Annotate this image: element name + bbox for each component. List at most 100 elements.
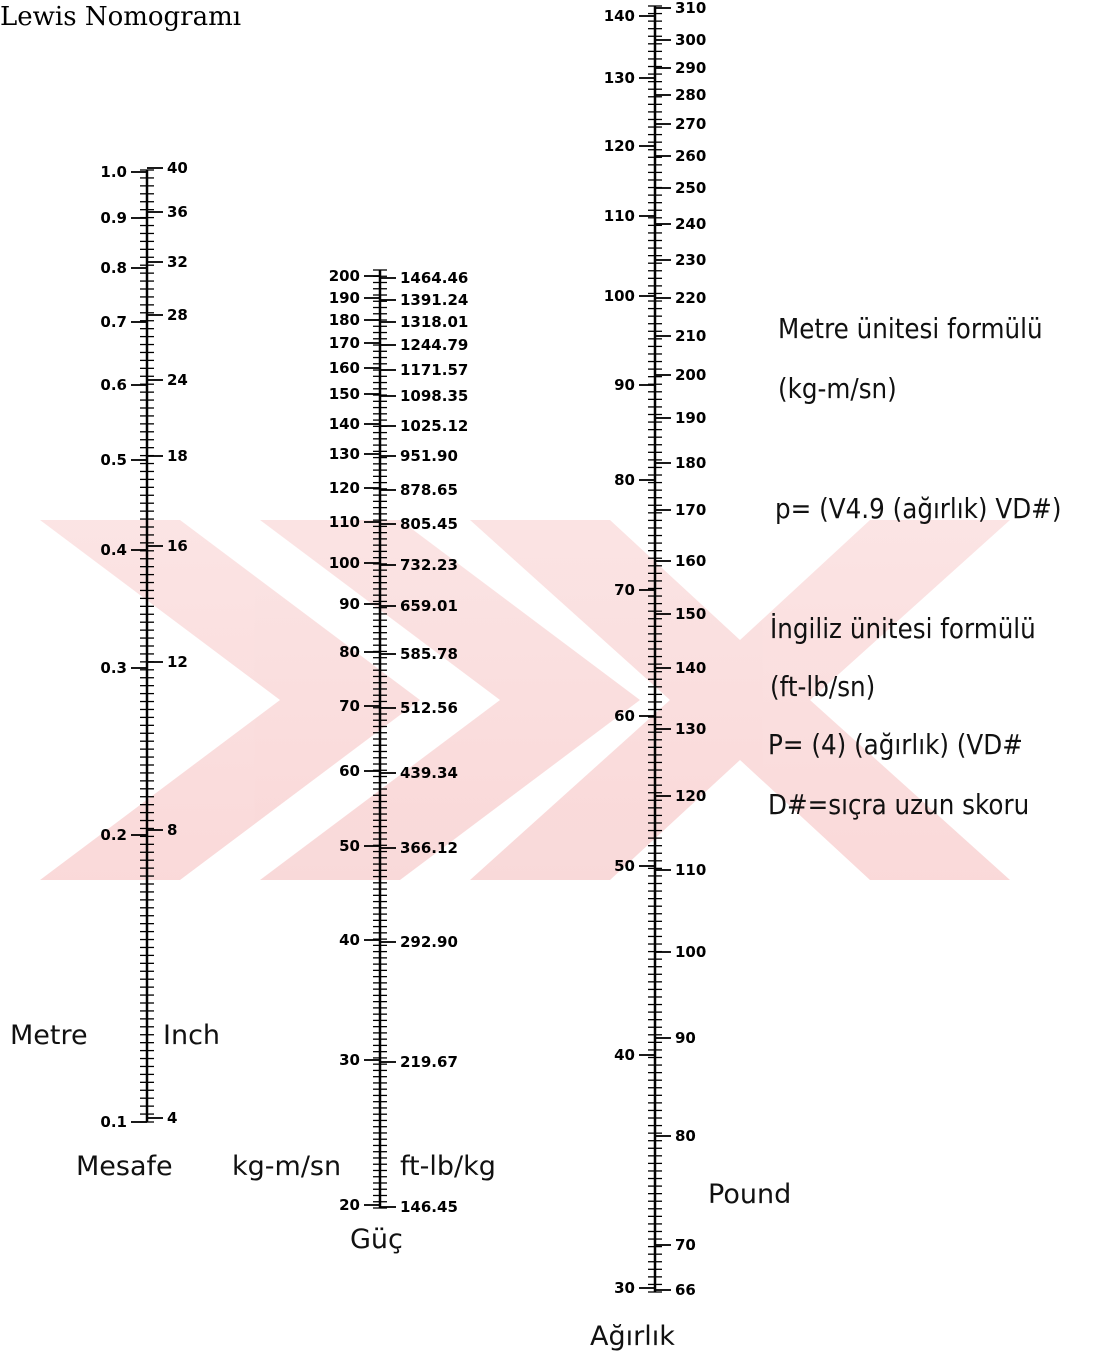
left-tick-label: 0.4 [100,541,127,559]
left-tick-label: 170 [329,334,360,352]
right-tick-label: 12 [167,653,188,671]
right-tick-label: 4 [167,1109,177,1127]
agirlik-right-unit: Pound [708,1179,791,1210]
right-tick-label: 36 [167,203,188,221]
left-tick-label: 160 [329,359,360,377]
left-tick-label: 130 [604,69,635,87]
right-tick-label: 310 [675,0,706,17]
right-tick-label: 439.34 [400,764,458,782]
right-tick-label: 292.90 [400,933,458,951]
left-tick-label: 140 [604,7,635,25]
agirlik-scale: 140 130 120 110 100 90 80 70 60 50 40 30 310 300 290 28… [604,0,707,1299]
left-tick-label: 0.2 [100,826,127,844]
right-tick-label: 280 [675,86,706,104]
left-tick-label: 100 [329,554,360,572]
english-formula: P= (4) (ağırlık) (VD# [768,728,1023,761]
right-tick-label: 110 [675,861,706,879]
right-tick-label: 366.12 [400,839,458,857]
right-tick-label: 100 [675,943,706,961]
left-tick-label: 0.6 [100,376,127,394]
mesafe-right-unit: Inch [163,1020,220,1051]
agirlik-scale-name: Ağırlık [590,1321,675,1352]
left-tick-label: 0.8 [100,259,127,277]
left-tick-label: 110 [329,513,360,531]
mesafe-scale: 1.0 0.9 0.8 0.7 0.6 0.5 0.4 0.3 0.2 0.1 40 36 32 28 24… [100,159,187,1131]
left-tick-label: 60 [614,707,635,725]
watermark [40,520,1010,880]
guc-scale-name: Güç [350,1224,403,1255]
left-tick-label: 120 [329,479,360,497]
guc-scale: 200 190 180 170 160 150 140 130 120 110 100 90 80 70 6… [329,267,469,1216]
right-tick-label: 512.56 [400,699,458,717]
right-tick-label: 40 [167,159,188,177]
right-tick-label: 659.01 [400,597,458,615]
metric-formula-heading: Metre ünitesi formülü [778,312,1043,345]
left-tick-label: 80 [614,471,635,489]
right-tick-label: 1098.35 [400,387,468,405]
right-tick-label: 70 [675,1236,696,1254]
right-tick-label: 240 [675,215,706,233]
left-tick-label: 20 [339,1196,360,1214]
right-tick-label: 1318.01 [400,313,468,331]
left-tick-label: 120 [604,137,635,155]
left-tick-label: 150 [329,385,360,403]
left-tick-label: 110 [604,207,635,225]
left-tick-label: 90 [339,595,360,613]
left-tick-label: 180 [329,311,360,329]
right-tick-label: 290 [675,59,706,77]
left-tick-label: 40 [614,1046,635,1064]
right-tick-label: 160 [675,552,706,570]
page-title: Lewis Nomogramı [0,2,242,32]
right-tick-label: 1391.24 [400,291,468,309]
right-tick-label: 585.78 [400,645,458,663]
left-tick-label: 70 [614,581,635,599]
right-tick-label: 805.45 [400,515,458,533]
left-tick-label: 0.1 [100,1113,127,1131]
english-formula-heading: İngiliz ünitesi formülü [770,612,1036,645]
english-formula-unit: (ft-lb/sn) [770,670,876,703]
right-tick-label: 170 [675,501,706,519]
left-tick-label: 70 [339,697,360,715]
left-tick-label: 200 [329,267,360,285]
right-tick-label: 90 [675,1029,696,1047]
right-tick-label: 24 [167,371,188,389]
left-tick-label: 0.5 [100,451,127,469]
left-tick-label: 140 [329,415,360,433]
left-tick-label: 50 [614,857,635,875]
metric-formula: p= (V4.9 (ağırlık) VD#) [775,492,1062,525]
left-tick-label: 0.7 [100,313,127,331]
right-tick-label: 878.65 [400,481,458,499]
right-tick-label: 180 [675,454,706,472]
right-tick-label: 140 [675,659,706,677]
left-tick-label: 130 [329,445,360,463]
right-tick-label: 80 [675,1127,696,1145]
right-tick-label: 250 [675,179,706,197]
left-tick-label: 30 [339,1051,360,1069]
right-tick-label: 219.67 [400,1053,458,1071]
right-tick-label: 18 [167,447,188,465]
right-tick-label: 200 [675,366,706,384]
right-tick-label: 1464.46 [400,269,468,287]
left-tick-label: 80 [339,643,360,661]
right-tick-label: 210 [675,327,706,345]
right-tick-label: 1025.12 [400,417,468,435]
right-tick-label: 130 [675,720,706,738]
left-tick-label: 190 [329,289,360,307]
left-tick-label: 60 [339,762,360,780]
right-tick-label: 951.90 [400,447,458,465]
right-tick-label: 220 [675,289,706,307]
right-tick-label: 190 [675,409,706,427]
right-tick-label: 1171.57 [400,361,468,379]
right-tick-label: 1244.79 [400,336,468,354]
right-tick-label: 28 [167,306,188,324]
right-tick-label: 120 [675,787,706,805]
right-tick-label: 732.23 [400,556,458,574]
guc-left-unit: kg-m/sn [232,1151,341,1182]
right-tick-label: 16 [167,537,188,555]
right-tick-label: 32 [167,253,188,271]
right-tick-label: 260 [675,147,706,165]
left-tick-label: 50 [339,837,360,855]
right-tick-label: 8 [167,821,177,839]
left-tick-label: 0.9 [100,209,127,227]
